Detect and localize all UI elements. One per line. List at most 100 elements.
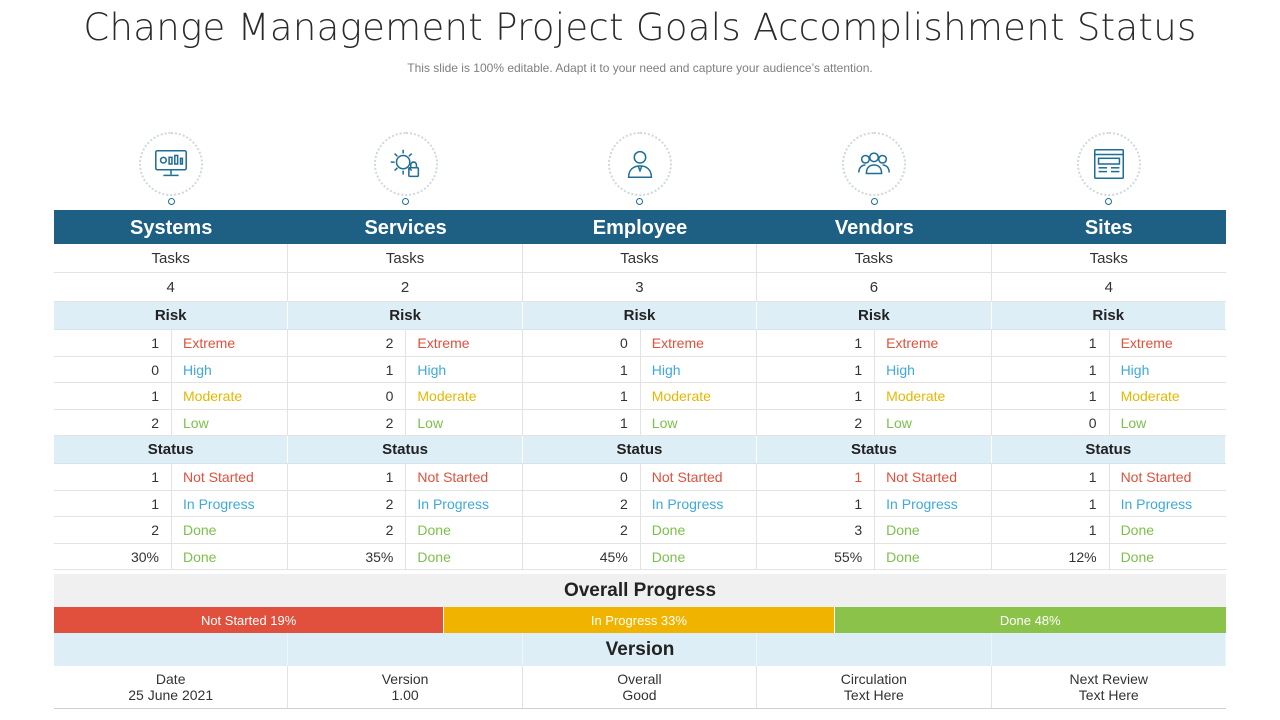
percent-value: 12% [992, 543, 1110, 569]
risk-cell: 2 Low [54, 409, 289, 435]
version-item-value: Good [622, 687, 657, 703]
connector-dot [636, 198, 644, 205]
percent-label: Done [651, 548, 686, 565]
category-icons-row [54, 128, 1226, 208]
status-label: Not Started [651, 469, 723, 485]
tasks-label: Tasks [523, 244, 758, 272]
risk-count: 0 [54, 356, 172, 382]
status-count: 1 [757, 490, 876, 516]
risk-heading: Risk [757, 302, 992, 329]
status-count: 2 [523, 490, 641, 516]
status-label: Not Started [1120, 469, 1192, 485]
status-cell: 1 Not Started [54, 464, 289, 490]
progress-segment: Not Started 19% [54, 607, 445, 633]
risk-label: Extreme [1120, 335, 1173, 351]
icon-cell-sites [992, 128, 1226, 208]
risk-label: High [417, 361, 447, 378]
risk-label: Moderate [417, 388, 477, 404]
percent-value: 35% [288, 543, 407, 569]
status-heading: Status [288, 436, 523, 463]
status-count: 1 [992, 490, 1110, 516]
risk-label: Moderate [886, 388, 946, 404]
person-icon [607, 132, 672, 196]
status-cell: 1 Not Started [757, 464, 992, 490]
risk-heading: Risk [992, 302, 1226, 329]
tasks-label: Tasks [288, 244, 523, 272]
risk-label: Low [651, 414, 678, 431]
risk-row: 1 Extreme 2 Extreme 0 Extreme 1 Extreme 1 Extreme [54, 330, 1226, 357]
risk-heading: Risk [54, 302, 289, 329]
risk-row: 2 Low 2 Low 1 Low 2 Low 0 Low [54, 409, 1226, 436]
risk-heading: Risk [288, 302, 523, 329]
risk-label: High [886, 361, 915, 378]
risk-count: 2 [288, 330, 407, 356]
status-count: 1 [992, 517, 1110, 543]
risk-count: 1 [992, 356, 1110, 382]
risk-rows: 1 Extreme 2 Extreme 0 Extreme 1 Extreme 1 Extreme… [54, 330, 1226, 436]
goals-table: Systems Services Employee Vendors Sites … [54, 210, 1226, 570]
tasks-count: 4 [54, 273, 289, 301]
percent-label: Done [183, 548, 217, 565]
risk-cell: 2 Low [288, 409, 523, 435]
status-count: 1 [992, 464, 1110, 490]
status-cell: 1 Not Started [288, 464, 523, 490]
status-cell: 1 In Progress [992, 490, 1226, 516]
status-label: Done [417, 522, 451, 538]
page-subtitle: This slide is 100% editable. Adapt it to… [407, 61, 873, 75]
risk-cell: 1 Moderate [757, 383, 992, 409]
status-label: In Progress [886, 495, 958, 512]
percent-value: 30% [54, 543, 172, 569]
risk-count: 1 [523, 409, 641, 435]
status-count: 1 [54, 490, 172, 516]
icon-cell-vendors [757, 128, 991, 208]
risk-label: Moderate [1120, 388, 1180, 404]
status-cell: 1 Done [992, 517, 1226, 543]
group-icon [842, 132, 907, 196]
status-cell: 3 Done [757, 517, 992, 543]
status-cell: 1 In Progress [54, 490, 289, 516]
status-label: In Progress [417, 495, 489, 512]
progress-segment: In Progress 33% [444, 607, 835, 633]
risk-label: Extreme [417, 335, 470, 351]
risk-cell: 0 Moderate [288, 383, 523, 409]
percent-row: 30% Done 35% Done 45% Done 55% Done 12% Done [54, 543, 1226, 570]
risk-cell: 0 Low [992, 409, 1226, 435]
risk-cell: 1 Extreme [992, 330, 1226, 356]
risk-count: 2 [288, 409, 407, 435]
icon-cell-employee [523, 128, 757, 208]
status-heading: Status [757, 436, 992, 463]
status-row: 1 Not Started 1 Not Started 0 Not Started 1 Not… [54, 464, 1226, 491]
tasks-count: 4 [1104, 279, 1113, 296]
risk-count: 2 [54, 409, 172, 435]
risk-count: 1 [523, 383, 641, 409]
version-item-value: Text Here [843, 687, 904, 703]
status-heading: Status [992, 436, 1226, 463]
risk-cell: 2 Low [757, 409, 992, 435]
tasks-count-row: 4 2 3 6 4 [54, 273, 1226, 302]
computer-monitor-icon [139, 132, 204, 196]
risk-count: 0 [523, 330, 641, 356]
page-title: Change Management Project Goals Accompli… [83, 6, 1197, 49]
risk-cell: 1 Low [523, 409, 758, 435]
risk-cell: 1 Extreme [757, 330, 992, 356]
status-cell: 2 In Progress [523, 490, 758, 516]
status-label: In Progress [183, 495, 255, 512]
risk-cell: 1 Extreme [54, 330, 289, 356]
status-cell: 2 Done [54, 517, 289, 543]
status-count: 1 [288, 464, 407, 490]
status-cell: 0 Not Started [523, 464, 758, 490]
status-heading: Status [54, 436, 289, 463]
version-item-label: Version [381, 671, 429, 687]
status-row: 2 Done 2 Done 2 Done 3 Done 1 Done [54, 517, 1226, 544]
percent-label: Done [417, 548, 451, 565]
status-count: 2 [54, 517, 172, 543]
status-cell: 1 In Progress [757, 490, 992, 516]
risk-cell: 2 Extreme [288, 330, 523, 356]
percent-cell: 45% Done [523, 543, 758, 569]
connector-dot [402, 198, 410, 205]
overall-progress-bar: Not Started 19% In Progress 33% Done 48% [54, 607, 1226, 633]
status-label: In Progress [1120, 495, 1193, 512]
percent-label: Done [886, 548, 920, 565]
version-item-value: Text Here [1078, 687, 1139, 703]
percent-value: 45% [523, 543, 641, 569]
